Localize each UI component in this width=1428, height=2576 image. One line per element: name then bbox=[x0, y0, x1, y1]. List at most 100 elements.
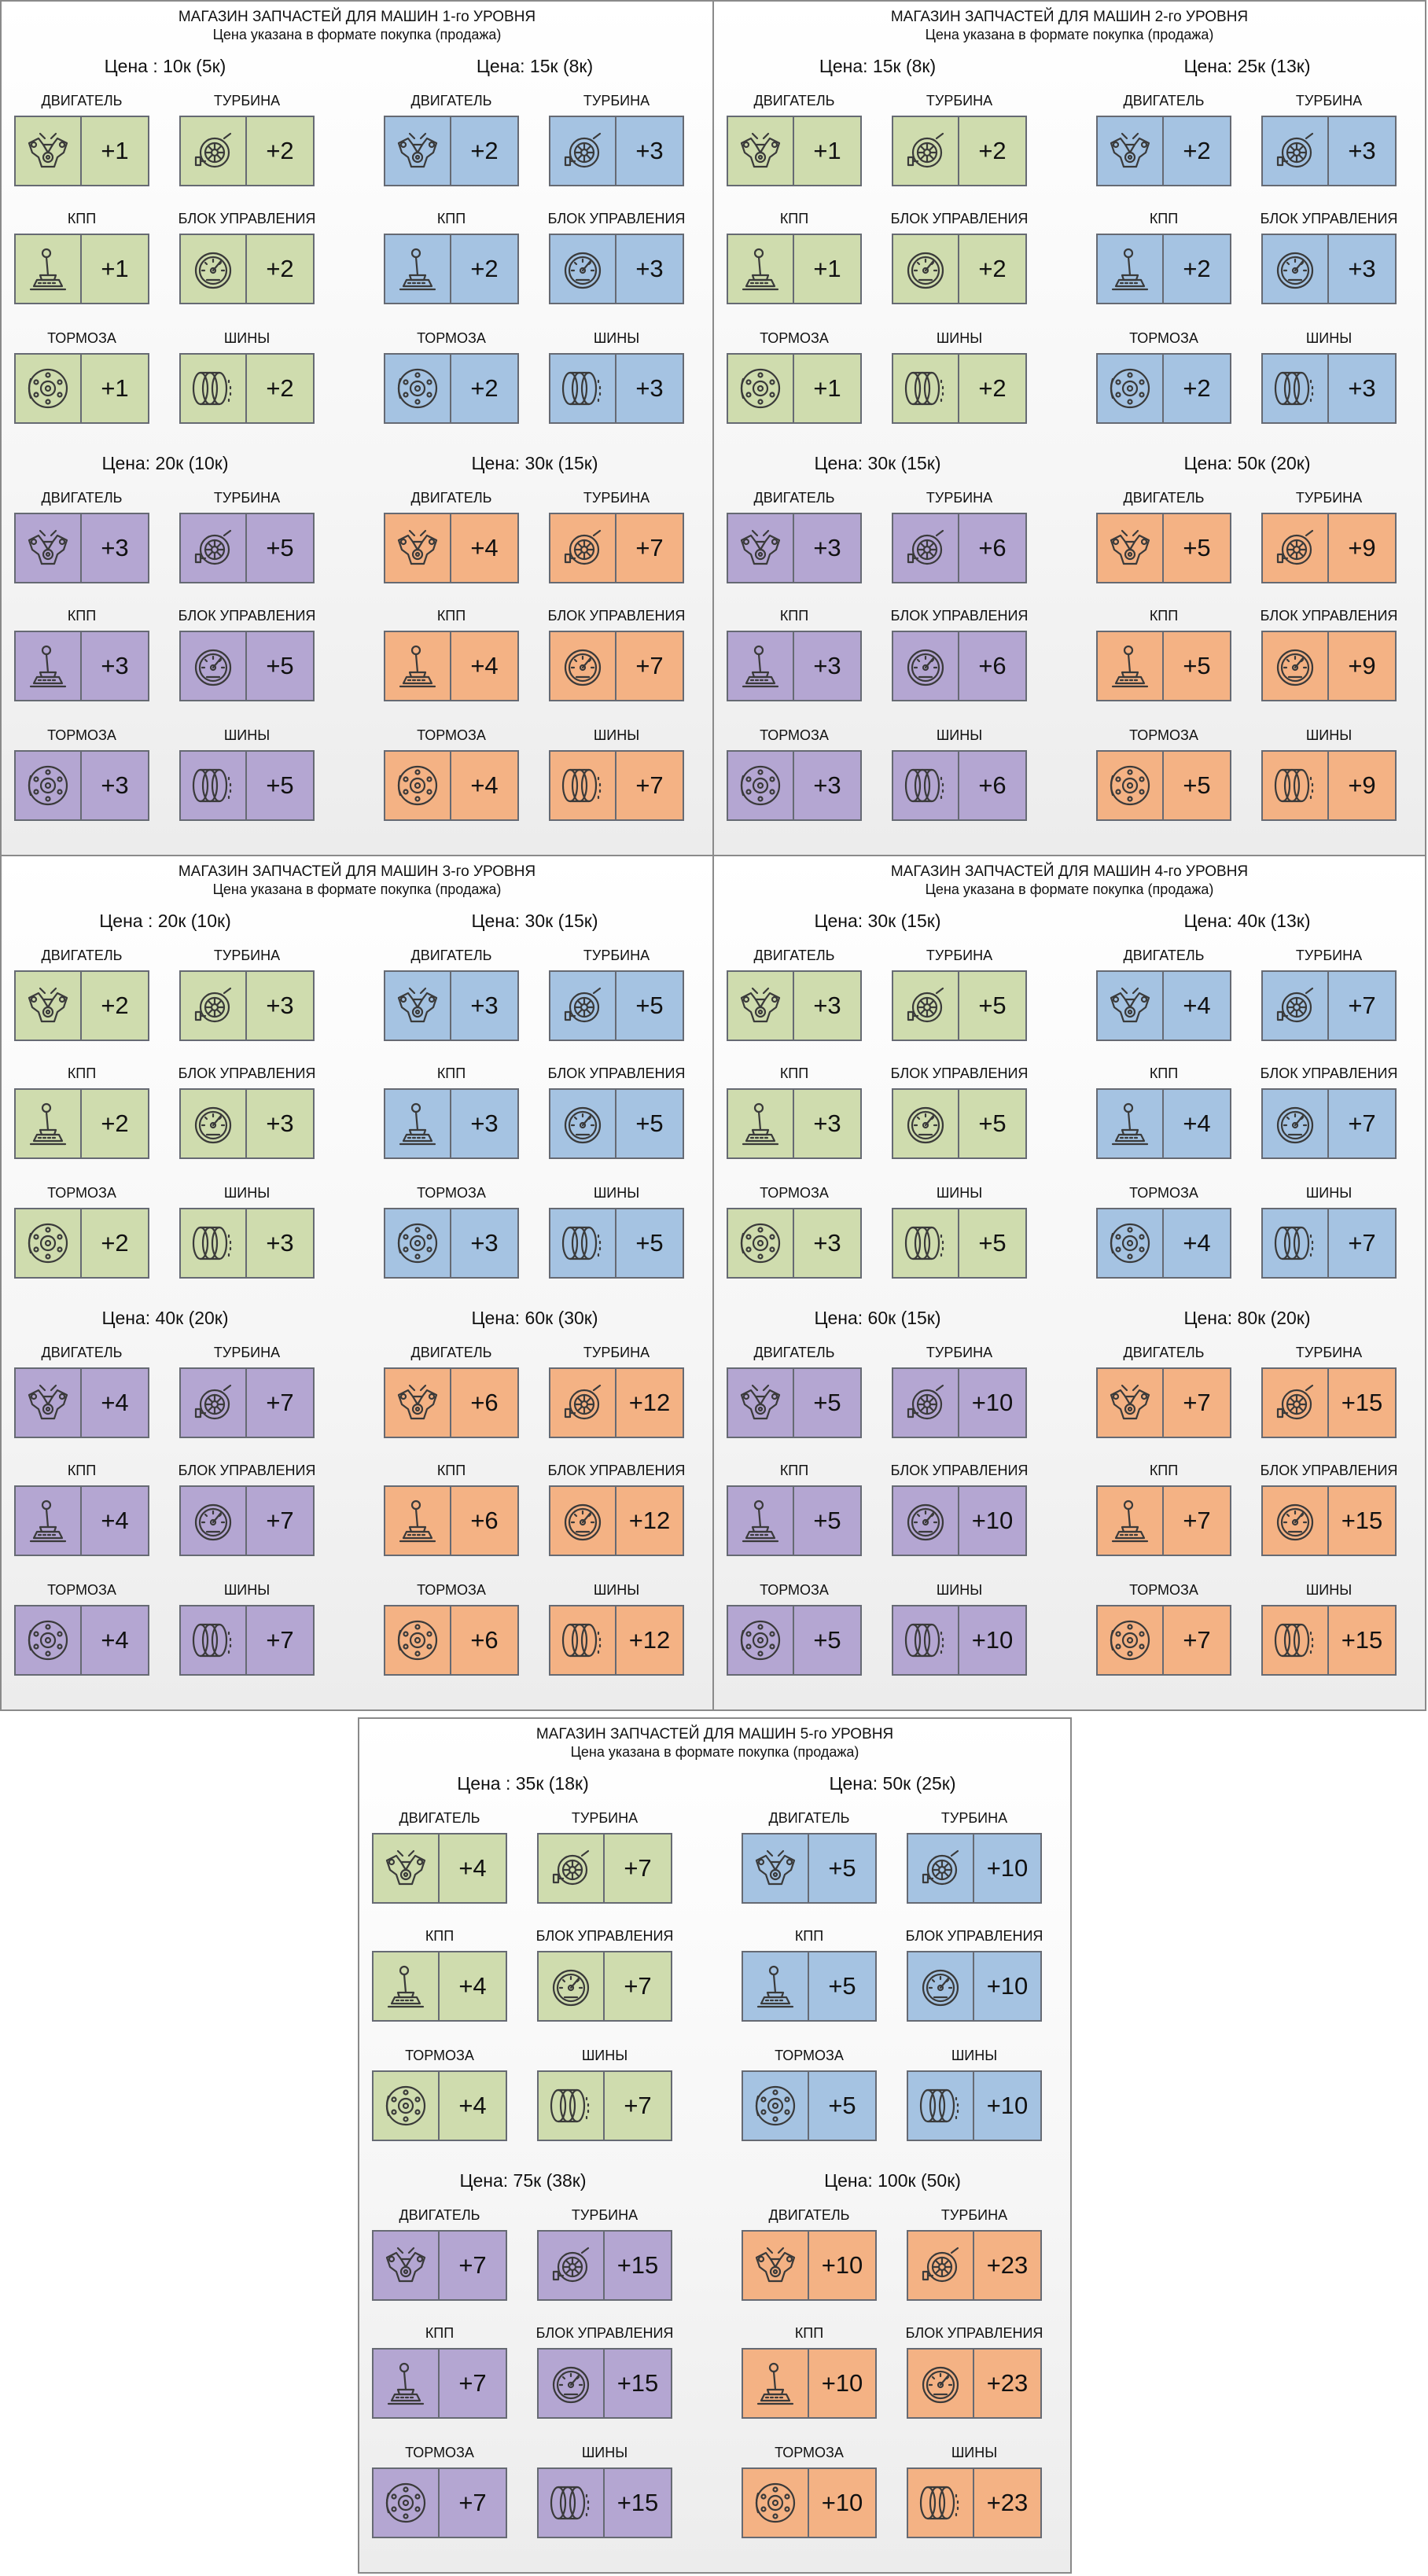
part-card-engine[interactable]: +4 bbox=[372, 1833, 507, 1904]
part-card-tires[interactable]: +12 bbox=[549, 1605, 684, 1676]
part-card-engine[interactable]: +3 bbox=[14, 513, 149, 583]
part-card-ecu[interactable]: +23 bbox=[907, 2348, 1042, 2419]
part-card-gearbox[interactable]: +4 bbox=[384, 631, 519, 701]
part-card-engine[interactable]: +5 bbox=[742, 1833, 877, 1904]
part-card-gearbox[interactable]: +3 bbox=[384, 1088, 519, 1159]
part-card-brakes[interactable]: +1 bbox=[14, 353, 149, 424]
part-card-gearbox[interactable]: +5 bbox=[727, 1485, 862, 1556]
part-card-brakes[interactable]: +2 bbox=[14, 1208, 149, 1279]
part-card-turbo[interactable]: +23 bbox=[907, 2230, 1042, 2301]
part-card-engine[interactable]: +3 bbox=[384, 970, 519, 1041]
part-card-turbo[interactable]: +10 bbox=[907, 1833, 1042, 1904]
part-card-brakes[interactable]: +4 bbox=[1096, 1208, 1231, 1279]
part-card-ecu[interactable]: +5 bbox=[549, 1088, 684, 1159]
part-card-tires[interactable]: +5 bbox=[179, 750, 315, 821]
part-card-brakes[interactable]: +4 bbox=[372, 2070, 507, 2141]
part-card-brakes[interactable]: +5 bbox=[1096, 750, 1231, 821]
part-card-gearbox[interactable]: +2 bbox=[1096, 234, 1231, 304]
part-card-gearbox[interactable]: +3 bbox=[727, 631, 862, 701]
part-card-engine[interactable]: +3 bbox=[727, 513, 862, 583]
part-card-turbo[interactable]: +5 bbox=[179, 513, 315, 583]
part-card-brakes[interactable]: +7 bbox=[372, 2467, 507, 2538]
part-card-engine[interactable]: +5 bbox=[1096, 513, 1231, 583]
part-card-ecu[interactable]: +3 bbox=[1261, 234, 1397, 304]
part-card-gearbox[interactable]: +2 bbox=[14, 1088, 149, 1159]
part-card-gearbox[interactable]: +7 bbox=[1096, 1485, 1231, 1556]
part-card-brakes[interactable]: +3 bbox=[14, 750, 149, 821]
part-card-engine[interactable]: +3 bbox=[727, 970, 862, 1041]
part-card-turbo[interactable]: +15 bbox=[1261, 1367, 1397, 1438]
part-card-turbo[interactable]: +6 bbox=[892, 513, 1027, 583]
part-card-tires[interactable]: +15 bbox=[1261, 1605, 1397, 1676]
part-card-ecu[interactable]: +12 bbox=[549, 1485, 684, 1556]
part-card-brakes[interactable]: +3 bbox=[727, 750, 862, 821]
part-card-tires[interactable]: +2 bbox=[179, 353, 315, 424]
part-card-ecu[interactable]: +2 bbox=[179, 234, 315, 304]
part-card-ecu[interactable]: +3 bbox=[549, 234, 684, 304]
part-card-gearbox[interactable]: +4 bbox=[14, 1485, 149, 1556]
part-card-ecu[interactable]: +2 bbox=[892, 234, 1027, 304]
part-card-brakes[interactable]: +10 bbox=[742, 2467, 877, 2538]
part-card-turbo[interactable]: +9 bbox=[1261, 513, 1397, 583]
part-card-engine[interactable]: +4 bbox=[14, 1367, 149, 1438]
part-card-gearbox[interactable]: +5 bbox=[742, 1951, 877, 2022]
part-card-tires[interactable]: +9 bbox=[1261, 750, 1397, 821]
part-card-tires[interactable]: +3 bbox=[179, 1208, 315, 1279]
part-card-ecu[interactable]: +9 bbox=[1261, 631, 1397, 701]
part-card-tires[interactable]: +7 bbox=[537, 2070, 672, 2141]
part-card-ecu[interactable]: +7 bbox=[549, 631, 684, 701]
part-card-tires[interactable]: +7 bbox=[1261, 1208, 1397, 1279]
part-card-tires[interactable]: +10 bbox=[892, 1605, 1027, 1676]
part-card-brakes[interactable]: +2 bbox=[1096, 353, 1231, 424]
part-card-tires[interactable]: +5 bbox=[549, 1208, 684, 1279]
part-card-gearbox[interactable]: +10 bbox=[742, 2348, 877, 2419]
part-card-brakes[interactable]: +5 bbox=[742, 2070, 877, 2141]
part-card-turbo[interactable]: +2 bbox=[179, 116, 315, 186]
part-card-tires[interactable]: +10 bbox=[907, 2070, 1042, 2141]
part-card-engine[interactable]: +7 bbox=[372, 2230, 507, 2301]
part-card-turbo[interactable]: +12 bbox=[549, 1367, 684, 1438]
part-card-gearbox[interactable]: +5 bbox=[1096, 631, 1231, 701]
part-card-brakes[interactable]: +1 bbox=[727, 353, 862, 424]
part-card-tires[interactable]: +3 bbox=[1261, 353, 1397, 424]
part-card-tires[interactable]: +23 bbox=[907, 2467, 1042, 2538]
part-card-tires[interactable]: +15 bbox=[537, 2467, 672, 2538]
part-card-ecu[interactable]: +5 bbox=[179, 631, 315, 701]
part-card-gearbox[interactable]: +2 bbox=[384, 234, 519, 304]
part-card-brakes[interactable]: +3 bbox=[727, 1208, 862, 1279]
part-card-engine[interactable]: +10 bbox=[742, 2230, 877, 2301]
part-card-turbo[interactable]: +2 bbox=[892, 116, 1027, 186]
part-card-ecu[interactable]: +10 bbox=[907, 1951, 1042, 2022]
part-card-ecu[interactable]: +7 bbox=[179, 1485, 315, 1556]
part-card-turbo[interactable]: +7 bbox=[549, 513, 684, 583]
part-card-gearbox[interactable]: +6 bbox=[384, 1485, 519, 1556]
part-card-turbo[interactable]: +3 bbox=[1261, 116, 1397, 186]
part-card-gearbox[interactable]: +4 bbox=[1096, 1088, 1231, 1159]
part-card-ecu[interactable]: +3 bbox=[179, 1088, 315, 1159]
part-card-engine[interactable]: +4 bbox=[384, 513, 519, 583]
part-card-tires[interactable]: +7 bbox=[179, 1605, 315, 1676]
part-card-tires[interactable]: +7 bbox=[549, 750, 684, 821]
part-card-turbo[interactable]: +7 bbox=[179, 1367, 315, 1438]
part-card-engine[interactable]: +1 bbox=[727, 116, 862, 186]
part-card-brakes[interactable]: +6 bbox=[384, 1605, 519, 1676]
part-card-gearbox[interactable]: +7 bbox=[372, 2348, 507, 2419]
part-card-brakes[interactable]: +4 bbox=[14, 1605, 149, 1676]
part-card-turbo[interactable]: +7 bbox=[1261, 970, 1397, 1041]
part-card-brakes[interactable]: +7 bbox=[1096, 1605, 1231, 1676]
part-card-turbo[interactable]: +3 bbox=[549, 116, 684, 186]
part-card-ecu[interactable]: +10 bbox=[892, 1485, 1027, 1556]
part-card-turbo[interactable]: +15 bbox=[537, 2230, 672, 2301]
part-card-gearbox[interactable]: +3 bbox=[727, 1088, 862, 1159]
part-card-ecu[interactable]: +5 bbox=[892, 1088, 1027, 1159]
part-card-engine[interactable]: +5 bbox=[727, 1367, 862, 1438]
part-card-ecu[interactable]: +7 bbox=[1261, 1088, 1397, 1159]
part-card-ecu[interactable]: +15 bbox=[1261, 1485, 1397, 1556]
part-card-turbo[interactable]: +3 bbox=[179, 970, 315, 1041]
part-card-brakes[interactable]: +4 bbox=[384, 750, 519, 821]
part-card-ecu[interactable]: +7 bbox=[537, 1951, 672, 2022]
part-card-engine[interactable]: +6 bbox=[384, 1367, 519, 1438]
part-card-brakes[interactable]: +3 bbox=[384, 1208, 519, 1279]
part-card-gearbox[interactable]: +1 bbox=[727, 234, 862, 304]
part-card-tires[interactable]: +3 bbox=[549, 353, 684, 424]
